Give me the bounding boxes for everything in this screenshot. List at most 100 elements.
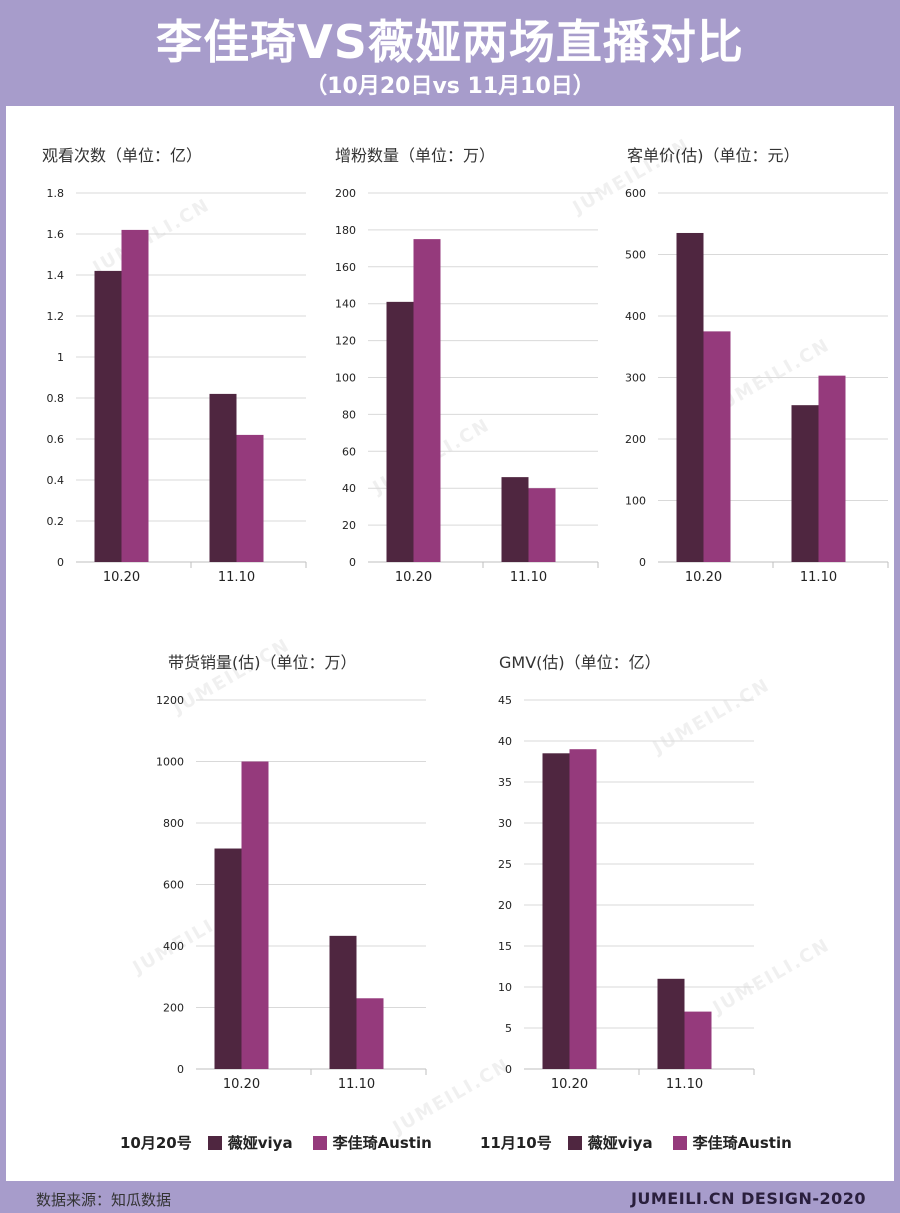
- y-tick-label: 180: [335, 224, 356, 237]
- legend-date: 11月10号: [480, 1134, 552, 1152]
- x-tick-label: 10.20: [103, 570, 140, 585]
- y-tick-label: 20: [342, 519, 356, 532]
- legend: 10月20号 薇娅viya 李佳琦Austin: [120, 1132, 452, 1153]
- legend-swatch-viya: [207, 1135, 222, 1150]
- bar: [657, 978, 685, 1069]
- bar: [528, 488, 556, 562]
- y-tick-label: 15: [498, 940, 512, 953]
- y-tick-label: 1.2: [47, 310, 65, 323]
- legend-item: 李佳琦Austin: [312, 1132, 432, 1153]
- legend-date: 10月20号: [120, 1134, 192, 1152]
- bar: [569, 749, 597, 1069]
- legend: 11月10号 薇娅viya 李佳琦Austin: [480, 1132, 812, 1153]
- legend-swatch-austin: [312, 1135, 327, 1150]
- y-tick-label: 5: [505, 1022, 512, 1035]
- y-tick-label: 200: [335, 187, 356, 200]
- x-tick-label: 11.10: [666, 1077, 703, 1092]
- chart-panel: JUMEILI.CN JUMEILI.CN JUMEILI.CN JUMEILI…: [6, 106, 894, 1181]
- bar: [121, 229, 149, 562]
- x-tick-label: 10.20: [685, 570, 722, 585]
- y-tick-label: 500: [625, 249, 646, 262]
- y-tick-label: 1.4: [47, 269, 65, 282]
- legend-item: 薇娅viya: [207, 1132, 293, 1153]
- bar: [386, 301, 414, 562]
- bar: [501, 477, 529, 562]
- chart-views: 0 0.2 0.4 0.6 0.8 1 1.2 1.4 1.6 1.8 10.20 11.10: [36, 181, 307, 601]
- chart-title: 带货销量(估)（单位：万）: [168, 653, 357, 672]
- y-tick-label: 60: [342, 445, 356, 458]
- y-tick-label: 0.8: [47, 392, 65, 405]
- y-tick-label: 400: [163, 940, 184, 953]
- x-tick-label: 11.10: [510, 570, 547, 585]
- bar: [214, 848, 242, 1069]
- bar: [542, 753, 570, 1069]
- y-tick-label: 40: [342, 482, 356, 495]
- y-tick-label: 600: [625, 187, 646, 200]
- y-tick-label: 20: [498, 899, 512, 912]
- y-tick-label: 400: [625, 310, 646, 323]
- legend-swatch-viya: [567, 1135, 582, 1150]
- bar: [241, 761, 269, 1069]
- chart-unit-price: 0 100 200 300 400 500 600 10.20 11.10: [618, 181, 889, 601]
- chart-sales-volume: 0 200 400 600 800 1000 1200 10.20 11.10: [156, 688, 427, 1108]
- bar: [356, 998, 384, 1069]
- y-tick-label: 140: [335, 298, 356, 311]
- bar-chart-svg: 0 200 400 600 800 1000 1200 10.20 11.10: [156, 694, 427, 1092]
- y-tick-label: 1200: [156, 694, 184, 707]
- chart-title: GMV(估)（单位：亿）: [499, 653, 661, 672]
- legend-item: 薇娅viya: [567, 1132, 653, 1153]
- bar: [236, 434, 264, 562]
- bar-chart-svg: 0 100 200 300 400 500 600 10.20 11.10: [625, 187, 889, 585]
- chart-title: 观看次数（单位：亿）: [42, 146, 203, 165]
- chart-title: 增粉数量（单位：万）: [335, 146, 496, 165]
- legend-label: 薇娅viya: [587, 1134, 653, 1152]
- y-tick-label: 80: [342, 408, 356, 421]
- y-tick-label: 160: [335, 261, 356, 274]
- y-tick-label: 800: [163, 817, 184, 830]
- chart-followers: 0 20 40 60 80 100 120 140 160 180 200 10.20 11.10: [328, 181, 599, 601]
- x-tick-label: 11.10: [338, 1077, 375, 1092]
- bar: [818, 375, 846, 562]
- y-tick-label: 0.2: [47, 515, 65, 528]
- y-tick-label: 35: [498, 776, 512, 789]
- y-tick-label: 0.6: [47, 433, 65, 446]
- y-tick-label: 0: [177, 1063, 184, 1076]
- y-tick-label: 1.6: [47, 228, 65, 241]
- bar: [676, 232, 704, 562]
- y-tick-label: 100: [625, 495, 646, 508]
- bar: [684, 1011, 712, 1069]
- y-tick-label: 300: [625, 372, 646, 385]
- y-tick-label: 0: [349, 556, 356, 569]
- page-title: 李佳琦VS薇娅两场直播对比: [156, 15, 744, 69]
- x-tick-label: 10.20: [395, 570, 432, 585]
- y-tick-label: 25: [498, 858, 512, 871]
- x-tick-label: 11.10: [800, 570, 837, 585]
- x-tick-label: 10.20: [551, 1077, 588, 1092]
- legend-label: 李佳琦Austin: [692, 1134, 792, 1152]
- legend-label: 薇娅viya: [227, 1134, 293, 1152]
- y-tick-label: 600: [163, 879, 184, 892]
- y-tick-label: 1000: [156, 756, 184, 769]
- legend-swatch-austin: [672, 1135, 687, 1150]
- y-tick-label: 0: [57, 556, 64, 569]
- y-tick-label: 200: [625, 433, 646, 446]
- bar: [94, 270, 122, 562]
- y-tick-label: 1: [57, 351, 64, 364]
- bar: [703, 331, 731, 562]
- page-subtitle: （10月20日vs 11月10日）: [305, 74, 595, 99]
- y-tick-label: 1.8: [47, 187, 65, 200]
- bar: [413, 239, 441, 562]
- y-tick-label: 40: [498, 735, 512, 748]
- x-tick-label: 10.20: [223, 1077, 260, 1092]
- legend-item: 李佳琦Austin: [672, 1132, 792, 1153]
- data-source: 数据来源：知瓜数据: [36, 1191, 172, 1209]
- chart-gmv: 0 5 10 15 20 25 30 35 40 45 10.20 11.10: [484, 688, 755, 1108]
- header: 李佳琦VS薇娅两场直播对比 （10月20日vs 11月10日）: [0, 0, 900, 106]
- bar: [209, 393, 237, 562]
- y-tick-label: 10: [498, 981, 512, 994]
- y-tick-label: 0: [505, 1063, 512, 1076]
- x-tick-label: 11.10: [218, 570, 255, 585]
- y-tick-label: 200: [163, 1002, 184, 1015]
- y-tick-label: 0: [639, 556, 646, 569]
- y-tick-label: 100: [335, 372, 356, 385]
